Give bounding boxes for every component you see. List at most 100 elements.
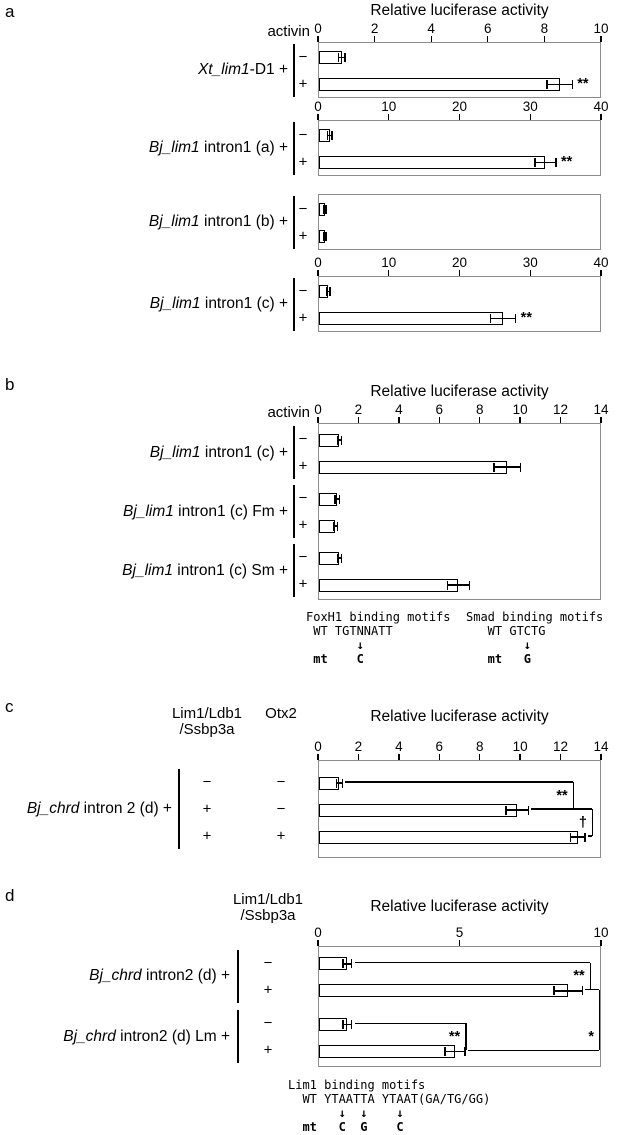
condition-sign: − (298, 48, 308, 65)
error-bar (337, 557, 342, 559)
bar (319, 78, 560, 91)
motif-arrows: ↓ (306, 638, 364, 652)
error-bar (490, 317, 516, 320)
gene-name: Bj_lim1 (148, 213, 200, 230)
foxh1-motif-annotation: FoxH1 binding motifs WT TGTNNATT ↓ mt C (306, 610, 451, 666)
bar (319, 830, 578, 844)
axis-tick-label: 6 (435, 739, 444, 754)
condition-sign: + (202, 800, 212, 818)
header-line2: /Ssbp3a (179, 721, 235, 738)
condition-sign: − (298, 200, 308, 217)
gene-name: Bj_chrd (63, 1027, 116, 1045)
axis-tick-mark (430, 36, 432, 42)
group-bracket-line (237, 949, 239, 1003)
gene-name: Bj_lim1 (122, 561, 173, 579)
construct-suffix: intron1 (c) Fm + (173, 502, 288, 520)
motif-arrows: ↓ (466, 638, 532, 652)
significance-label: ** (448, 1028, 461, 1045)
plot-area (318, 946, 601, 1067)
condition-sign: − (298, 489, 308, 507)
axis-tick-label: 10 (593, 925, 609, 940)
panel-a-letter: a (5, 2, 15, 21)
group-bracket-line (293, 544, 295, 597)
bar (319, 460, 507, 474)
motif-mt-sequence: mt G (466, 652, 532, 666)
error-bar-cap (332, 521, 334, 531)
error-bar-cap (325, 232, 327, 241)
axis-tick-label: 4 (395, 402, 403, 417)
error-bar-cap (335, 778, 337, 788)
plot-area (318, 423, 601, 600)
construct-suffix: intron1 (c) Sm + (173, 561, 288, 579)
error-bar-cap (446, 580, 449, 590)
axis-tick-label: 20 (451, 255, 468, 270)
construct-label: Bj_lim1 intron1 (c) Fm + (123, 503, 288, 521)
plot-area: ** (318, 42, 601, 98)
comparison-bracket-vline (465, 1023, 467, 1051)
axis-tick-label: 10 (593, 21, 609, 36)
header-line1: Lim1/Ldb1 (171, 705, 243, 722)
panel-c-otx2-header: Otx2 (265, 705, 297, 722)
axis-tick-mark (600, 940, 602, 946)
error-bar (546, 83, 573, 86)
error-bar-cap (344, 53, 346, 62)
error-bar-cap (329, 287, 331, 296)
error-bar-cap (553, 986, 555, 996)
panel-d-letter: d (5, 886, 15, 905)
error-bar-cap (336, 521, 338, 531)
construct-label: Bj_lim1 intron1 (a) + (149, 139, 288, 157)
axis-tick-mark (317, 114, 319, 120)
axis-tick-mark (398, 417, 400, 423)
error-bar-cap (342, 959, 344, 969)
comparison-bracket-hline (354, 962, 590, 964)
bar (319, 803, 518, 817)
gene-name: Bj_chrd (89, 967, 142, 985)
error-bar (343, 1023, 352, 1025)
group-bracket-line (293, 426, 295, 479)
axis-tick-label: 30 (522, 255, 538, 270)
motif-wt-sequence: WT YTAATTA YTAAT(GA/TG/GG) (288, 1092, 491, 1106)
error-bar-cap (325, 205, 327, 214)
comparison-bracket-vline (599, 989, 601, 1051)
error-bar (343, 963, 352, 965)
significance-label: ** (561, 153, 573, 170)
error-bar (444, 1050, 465, 1052)
plot-area (318, 194, 601, 250)
error-bar-cap (527, 805, 529, 815)
comparison-bracket-hline (531, 808, 592, 810)
motif-mt-sequence: mt C (306, 652, 364, 666)
group-bracket-line (293, 43, 295, 97)
axis-tick-mark (543, 36, 546, 42)
error-bar-cap (334, 494, 336, 504)
axis-tick-label: 4 (427, 21, 435, 36)
axis-tick-mark (559, 754, 562, 760)
axis-tick-mark (317, 36, 319, 42)
error-bar-cap (489, 314, 491, 323)
condition-sign: + (263, 981, 273, 999)
error-bar-cap (322, 232, 325, 241)
axis-tick-mark (438, 754, 440, 760)
error-bar (338, 56, 346, 59)
comparison-bracket-vline (572, 782, 575, 809)
significance-label: * (588, 1028, 595, 1045)
condition-sign: + (263, 1041, 273, 1059)
condition-sign: + (298, 516, 308, 534)
panel-b-activin-header: activin (267, 404, 310, 421)
condition-sign: − (276, 800, 286, 818)
axis-tick-mark (317, 270, 319, 276)
condition-sign: + (202, 827, 212, 845)
panel-b-axis-title: Relative luciferase activity (370, 383, 549, 400)
axis-tick-label: 5 (455, 925, 464, 940)
gene-name: Xt_lim1 (197, 61, 250, 78)
error-bar-cap (519, 462, 521, 472)
axis-tick-mark (357, 754, 360, 760)
group-bracket-line (178, 769, 180, 849)
axis-tick-label: 30 (522, 99, 538, 114)
error-bar-cap (340, 435, 343, 445)
error-bar-cap (444, 1046, 446, 1056)
group-bracket-line (293, 195, 295, 249)
error-bar-cap (515, 314, 517, 323)
error-bar (327, 134, 332, 137)
significance-label: ** (573, 968, 585, 985)
axis-tick-label: 0 (314, 21, 322, 36)
